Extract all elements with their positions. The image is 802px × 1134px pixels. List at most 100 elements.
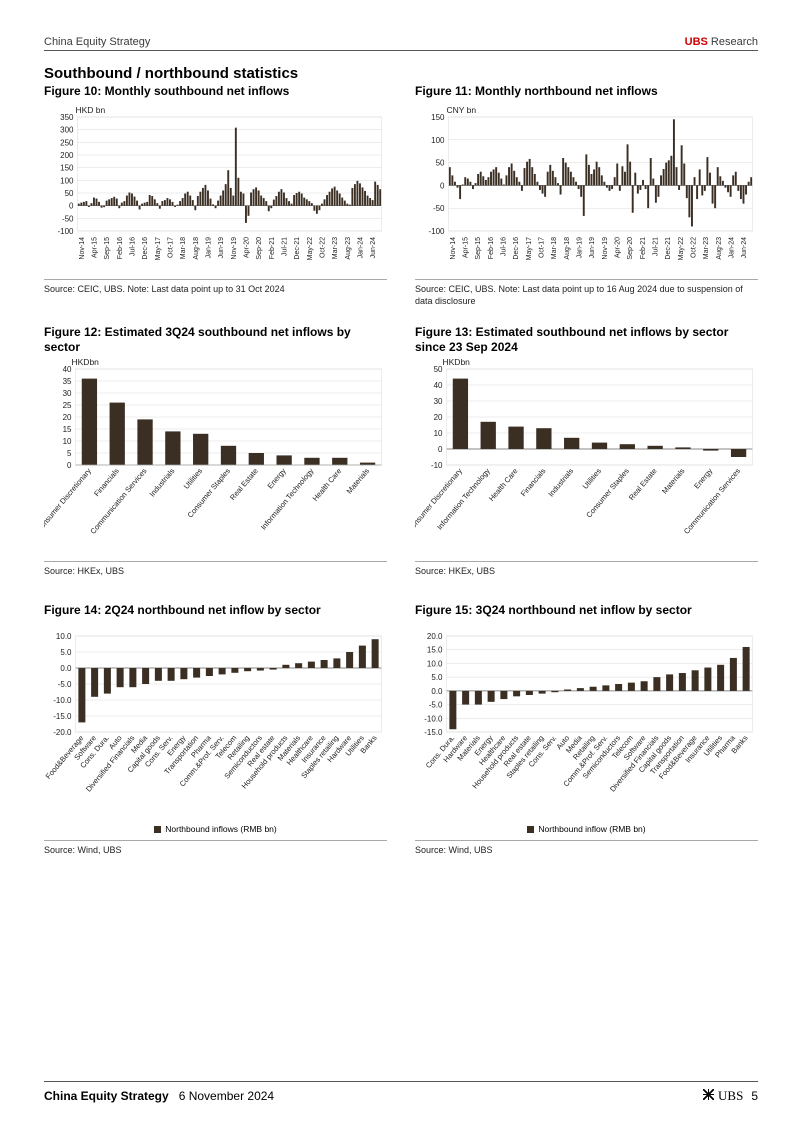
svg-text:-10: -10 (431, 461, 443, 470)
figure-11-title: Figure 11: Monthly northbound net inflow… (415, 84, 758, 99)
svg-text:Energy: Energy (265, 467, 287, 491)
svg-text:25: 25 (63, 401, 72, 410)
figure-13: Figure 13: Estimated southbound net infl… (415, 325, 758, 585)
svg-text:Real Estate: Real Estate (228, 467, 260, 502)
figure-15-legend: Northbound inflow (RMB bn) (415, 824, 758, 834)
svg-text:-5.0: -5.0 (58, 680, 72, 689)
svg-text:Dec-21: Dec-21 (294, 237, 301, 260)
svg-text:35: 35 (63, 377, 72, 386)
figure-13-title: Figure 13: Estimated southbound net infl… (415, 325, 758, 355)
footer-left: China Equity Strategy 6 November 2024 (44, 1089, 274, 1103)
svg-text:Oct-17: Oct-17 (539, 237, 546, 258)
header-brand: UBS (685, 36, 708, 48)
header-suffix: Research (708, 36, 758, 48)
svg-text:15.0: 15.0 (427, 646, 443, 655)
svg-text:50: 50 (65, 189, 74, 198)
svg-text:-20.0: -20.0 (53, 728, 72, 737)
page-number: 5 (751, 1089, 758, 1103)
svg-text:Consumer Discretionary: Consumer Discretionary (44, 467, 93, 535)
svg-text:Communication Services: Communication Services (88, 467, 148, 537)
svg-text:Feb-16: Feb-16 (117, 237, 124, 259)
svg-text:Jul-21: Jul-21 (653, 237, 660, 256)
svg-text:Information Technology: Information Technology (259, 467, 316, 532)
svg-text:Industrials: Industrials (148, 467, 177, 499)
svg-text:Jun-24: Jun-24 (741, 237, 748, 259)
svg-text:Mar-18: Mar-18 (551, 237, 558, 259)
svg-text:Oct-17: Oct-17 (168, 237, 175, 258)
svg-text:Materials: Materials (660, 467, 687, 496)
svg-text:150: 150 (60, 164, 74, 173)
svg-text:May-22: May-22 (678, 237, 685, 260)
svg-text:0: 0 (67, 461, 72, 470)
figure-14-title: Figure 14: 2Q24 northbound net inflow by… (44, 603, 387, 618)
figure-14: Figure 14: 2Q24 northbound net inflow by… (44, 603, 387, 864)
svg-text:May-22: May-22 (307, 237, 314, 260)
svg-text:Jul-16: Jul-16 (130, 237, 137, 256)
svg-text:Dec-21: Dec-21 (665, 237, 672, 260)
svg-text:Aug-23: Aug-23 (716, 237, 723, 260)
chart-grid: Figure 10: Monthly southbound net inflow… (44, 84, 758, 864)
svg-text:-10.0: -10.0 (424, 715, 443, 724)
svg-text:Jun-19: Jun-19 (589, 237, 596, 259)
svg-text:10: 10 (63, 437, 72, 446)
svg-text:50: 50 (434, 365, 443, 374)
svg-text:Information Technology: Information Technology (435, 467, 492, 532)
svg-text:Feb-21: Feb-21 (269, 237, 276, 259)
svg-text:CNY bn: CNY bn (447, 105, 477, 115)
svg-text:Jan-24: Jan-24 (729, 237, 736, 259)
figure-12-source: Source: HKEx, UBS (44, 561, 387, 585)
figure-12: Figure 12: Estimated 3Q24 southbound net… (44, 325, 387, 585)
svg-text:HKDbn: HKDbn (72, 357, 100, 367)
figure-12-chart: HKDbn0510152025303540Consumer Discretion… (44, 355, 387, 555)
legend-swatch (154, 826, 161, 833)
svg-text:Energy: Energy (692, 467, 714, 491)
figure-14-chart: -20.0-15.0-10.0-5.00.05.010.0Food&Bevera… (44, 622, 387, 822)
page-footer: China Equity Strategy 6 November 2024 UB… (44, 1081, 758, 1104)
svg-text:50: 50 (436, 159, 445, 168)
svg-text:Financials: Financials (92, 467, 121, 499)
figure-14-source: Source: Wind, UBS (44, 840, 387, 864)
header-left: China Equity Strategy (44, 36, 150, 48)
svg-text:10.0: 10.0 (427, 660, 443, 669)
svg-text:Sep-20: Sep-20 (256, 237, 263, 260)
figure-10-chart: HKD bn-100-50050100150200250300350Nov-14… (44, 103, 387, 273)
svg-text:40: 40 (63, 365, 72, 374)
ubs-logo: UBS (703, 1088, 743, 1104)
svg-text:Mar-23: Mar-23 (332, 237, 339, 259)
svg-text:Industrials: Industrials (546, 467, 575, 499)
svg-text:Nov-14: Nov-14 (450, 237, 457, 260)
figure-13-chart: HKDbn-1001020304050Consumer Discretionar… (415, 355, 758, 555)
svg-text:5: 5 (67, 449, 72, 458)
svg-text:Apr-20: Apr-20 (615, 237, 622, 258)
svg-text:0.0: 0.0 (431, 687, 443, 696)
svg-text:20: 20 (63, 413, 72, 422)
footer-date (172, 1089, 179, 1103)
svg-text:-100: -100 (57, 227, 74, 236)
legend-swatch (527, 826, 534, 833)
svg-text:Nov-14: Nov-14 (79, 237, 86, 260)
svg-text:May-17: May-17 (526, 237, 533, 260)
svg-text:250: 250 (60, 138, 74, 147)
svg-text:Mar-18: Mar-18 (180, 237, 187, 259)
svg-text:0: 0 (69, 202, 74, 211)
svg-text:Oct-22: Oct-22 (320, 237, 327, 258)
svg-text:May-17: May-17 (155, 237, 162, 260)
svg-text:100: 100 (431, 136, 445, 145)
figure-15-source: Source: Wind, UBS (415, 840, 758, 864)
header-right: UBS Research (685, 36, 758, 48)
svg-text:Health Care: Health Care (311, 467, 344, 503)
figure-15-legend-text: Northbound inflow (RMB bn) (538, 824, 645, 834)
figure-14-legend: Northbound inflows (RMB bn) (44, 824, 387, 834)
svg-text:Aug-18: Aug-18 (564, 237, 571, 260)
svg-text:Aug-23: Aug-23 (345, 237, 352, 260)
svg-text:15: 15 (63, 425, 72, 434)
svg-text:5.0: 5.0 (60, 648, 72, 657)
svg-text:20: 20 (434, 413, 443, 422)
svg-text:Nov-19: Nov-19 (602, 237, 609, 260)
svg-text:-100: -100 (428, 227, 445, 236)
svg-text:5.0: 5.0 (431, 674, 443, 683)
svg-text:Dec-16: Dec-16 (513, 237, 520, 260)
svg-text:HKD bn: HKD bn (76, 105, 106, 115)
svg-text:Feb-21: Feb-21 (640, 237, 647, 259)
svg-text:Jun-19: Jun-19 (218, 237, 225, 259)
